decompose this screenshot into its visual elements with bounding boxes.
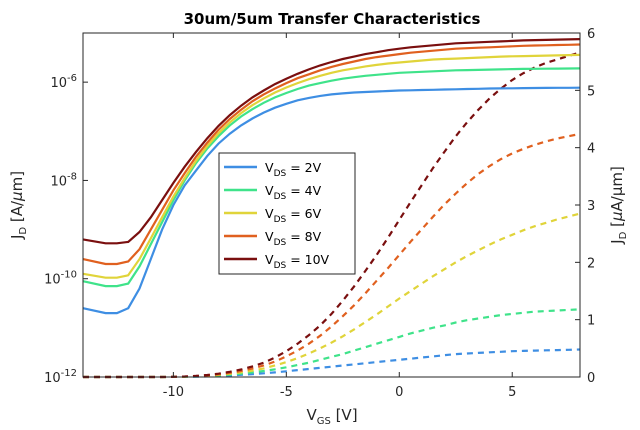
x-tick-label: -5 <box>280 385 293 400</box>
x-tick-label: 0 <box>395 385 403 400</box>
series-4-log-line <box>82 43 581 266</box>
x-axis-title-sub: GS <box>317 416 331 427</box>
x-tick-label: -10 <box>163 385 184 400</box>
y-right-axis-title-sub: D <box>618 231 629 239</box>
y-right-tick-label: 2 <box>587 256 595 271</box>
y-left-axis-title: JD [A/μm] <box>8 171 29 240</box>
y-left-axis-title-mu: μ <box>8 191 26 202</box>
y-left-axis-title-unit-end: m] <box>8 171 26 191</box>
y-right-tick-label: 5 <box>587 84 595 99</box>
y-right-tick-label: 4 <box>587 142 595 157</box>
legend-label: VDS = 6V <box>265 206 322 225</box>
y-left-tick-label: 10-10 <box>44 270 77 288</box>
y-right-axis-title-unit-end: A/μm] <box>608 166 626 211</box>
y-right-axis-title-unit: [ <box>608 221 626 232</box>
y-right-tick-label: 6 <box>587 27 595 42</box>
x-axis-title-unit: [V] <box>331 406 358 424</box>
y-right-tick-label: 3 <box>587 199 595 214</box>
y-left-axis-title-sub: D <box>18 227 29 235</box>
legend: VDS = 2V VDS = 4V VDS = 6V VDS = 8V VDS = 10… <box>218 152 356 275</box>
series-1-log-line <box>82 86 581 315</box>
y-right-axis-title-main: J <box>608 239 626 244</box>
y-right-axis-title-mu: μ <box>608 212 626 223</box>
ticks-layer: -10 -5 0 5 10-12 10-10 10-8 10-6 0 1 2 3 4 5 6 <box>44 27 595 400</box>
legend-label: VDS = 2V <box>265 160 322 179</box>
y-right-tick-label: 1 <box>587 314 595 329</box>
y-right-tick-label: 0 <box>587 371 595 386</box>
y-left-axis-title-unit: [A/ <box>8 200 26 227</box>
y-left-tick-label: 10-12 <box>44 368 77 386</box>
y-left-tick-label: 10-8 <box>50 171 77 189</box>
chart-title: 30um/5um Transfer Characteristics <box>184 10 481 28</box>
y-left-tick-label: 10-6 <box>50 73 77 91</box>
x-axis-title: VGS [V] <box>306 406 357 427</box>
series-2-log-line <box>82 67 581 288</box>
y-right-axis-title: JD [μA/μm] <box>608 166 629 245</box>
legend-label: VDS = 4V <box>265 183 322 202</box>
x-axis-title-main: V <box>306 406 317 424</box>
legend-label: VDS = 10V <box>265 252 330 271</box>
series-3-log-line <box>82 53 581 279</box>
series-1-linear-line <box>83 348 581 379</box>
x-tick-label: 5 <box>508 385 516 400</box>
legend-label: VDS = 8V <box>265 229 322 248</box>
series-5-log-line <box>82 38 581 245</box>
y-left-axis-title-main: J <box>8 235 26 240</box>
